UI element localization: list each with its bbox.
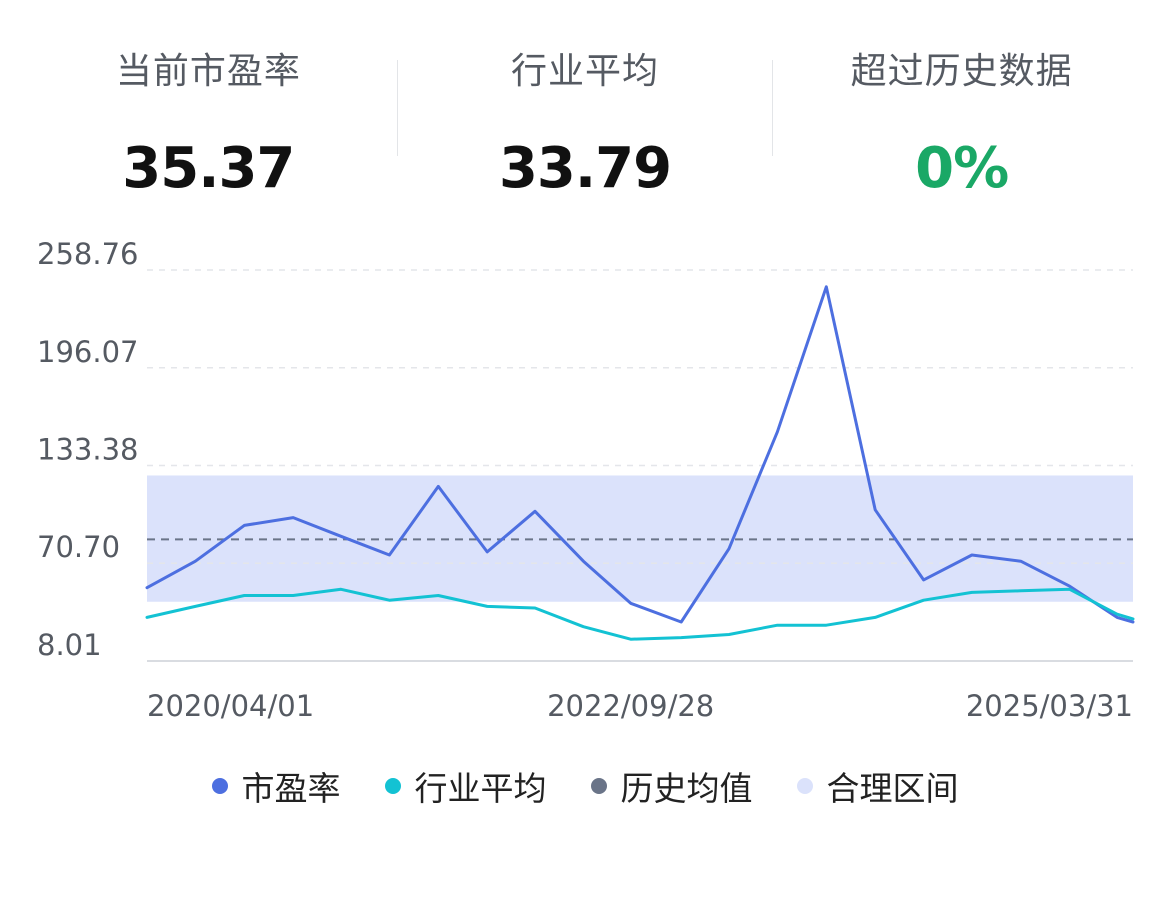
chart-legend: 市盈率 行业平均 历史均值 合理区间	[0, 762, 1170, 810]
legend-label-pe: 市盈率	[241, 769, 341, 808]
y-tick-label: 196.07	[37, 335, 138, 369]
x-tick-label: 2022/09/28	[547, 689, 714, 723]
y-tick-label: 8.01	[37, 628, 102, 662]
legend-dot-pe	[211, 778, 228, 794]
stat-label-exceed-history: 超过历史数据	[850, 51, 1073, 92]
stat-divider	[772, 60, 773, 156]
y-tick-label: 133.38	[37, 433, 138, 467]
stats-row: 当前市盈率 35.37 行业平均 33.79 超过历史数据 0%	[20, 30, 1150, 201]
stat-industry-avg: 行业平均 33.79	[397, 30, 774, 201]
legend-dot-reasonable-range	[796, 778, 813, 794]
stat-exceed-history: 超过历史数据 0%	[773, 30, 1150, 201]
y-tick-label: 258.76	[37, 240, 138, 271]
y-tick-label: 70.70	[37, 530, 120, 564]
stat-value-industry-avg: 33.79	[498, 136, 672, 201]
x-tick-label: 2020/04/01	[147, 689, 314, 723]
stat-label-industry-avg: 行业平均	[511, 51, 660, 92]
pe-chart: 258.76 196.07 133.38 70.70 8.01 2020/04/01 202…	[37, 240, 1135, 723]
legend-item-industry-avg[interactable]: 行业平均	[384, 762, 547, 810]
legend-item-historical-mean[interactable]: 历史均值	[590, 762, 753, 810]
stat-value-current-pe: 35.37	[122, 136, 295, 201]
legend-label-industry-avg: 行业平均	[414, 769, 547, 808]
legend-dot-historical-mean	[590, 778, 607, 794]
stat-divider	[397, 60, 398, 156]
legend-item-pe[interactable]: 市盈率	[211, 762, 341, 810]
stat-label-current-pe: 当前市盈率	[115, 51, 301, 92]
pe-series-line	[145, 285, 1135, 624]
x-tick-label: 2025/03/31	[966, 689, 1133, 723]
stat-value-exceed-history: 0%	[915, 136, 1009, 201]
legend-label-reasonable-range: 合理区间	[826, 769, 959, 808]
industry-avg-series-line	[145, 587, 1135, 641]
legend-item-reasonable-range[interactable]: 合理区间	[796, 762, 959, 810]
legend-label-historical-mean: 历史均值	[620, 769, 753, 808]
stat-current-pe: 当前市盈率 35.37	[20, 30, 397, 201]
legend-dot-industry-avg	[384, 778, 401, 794]
